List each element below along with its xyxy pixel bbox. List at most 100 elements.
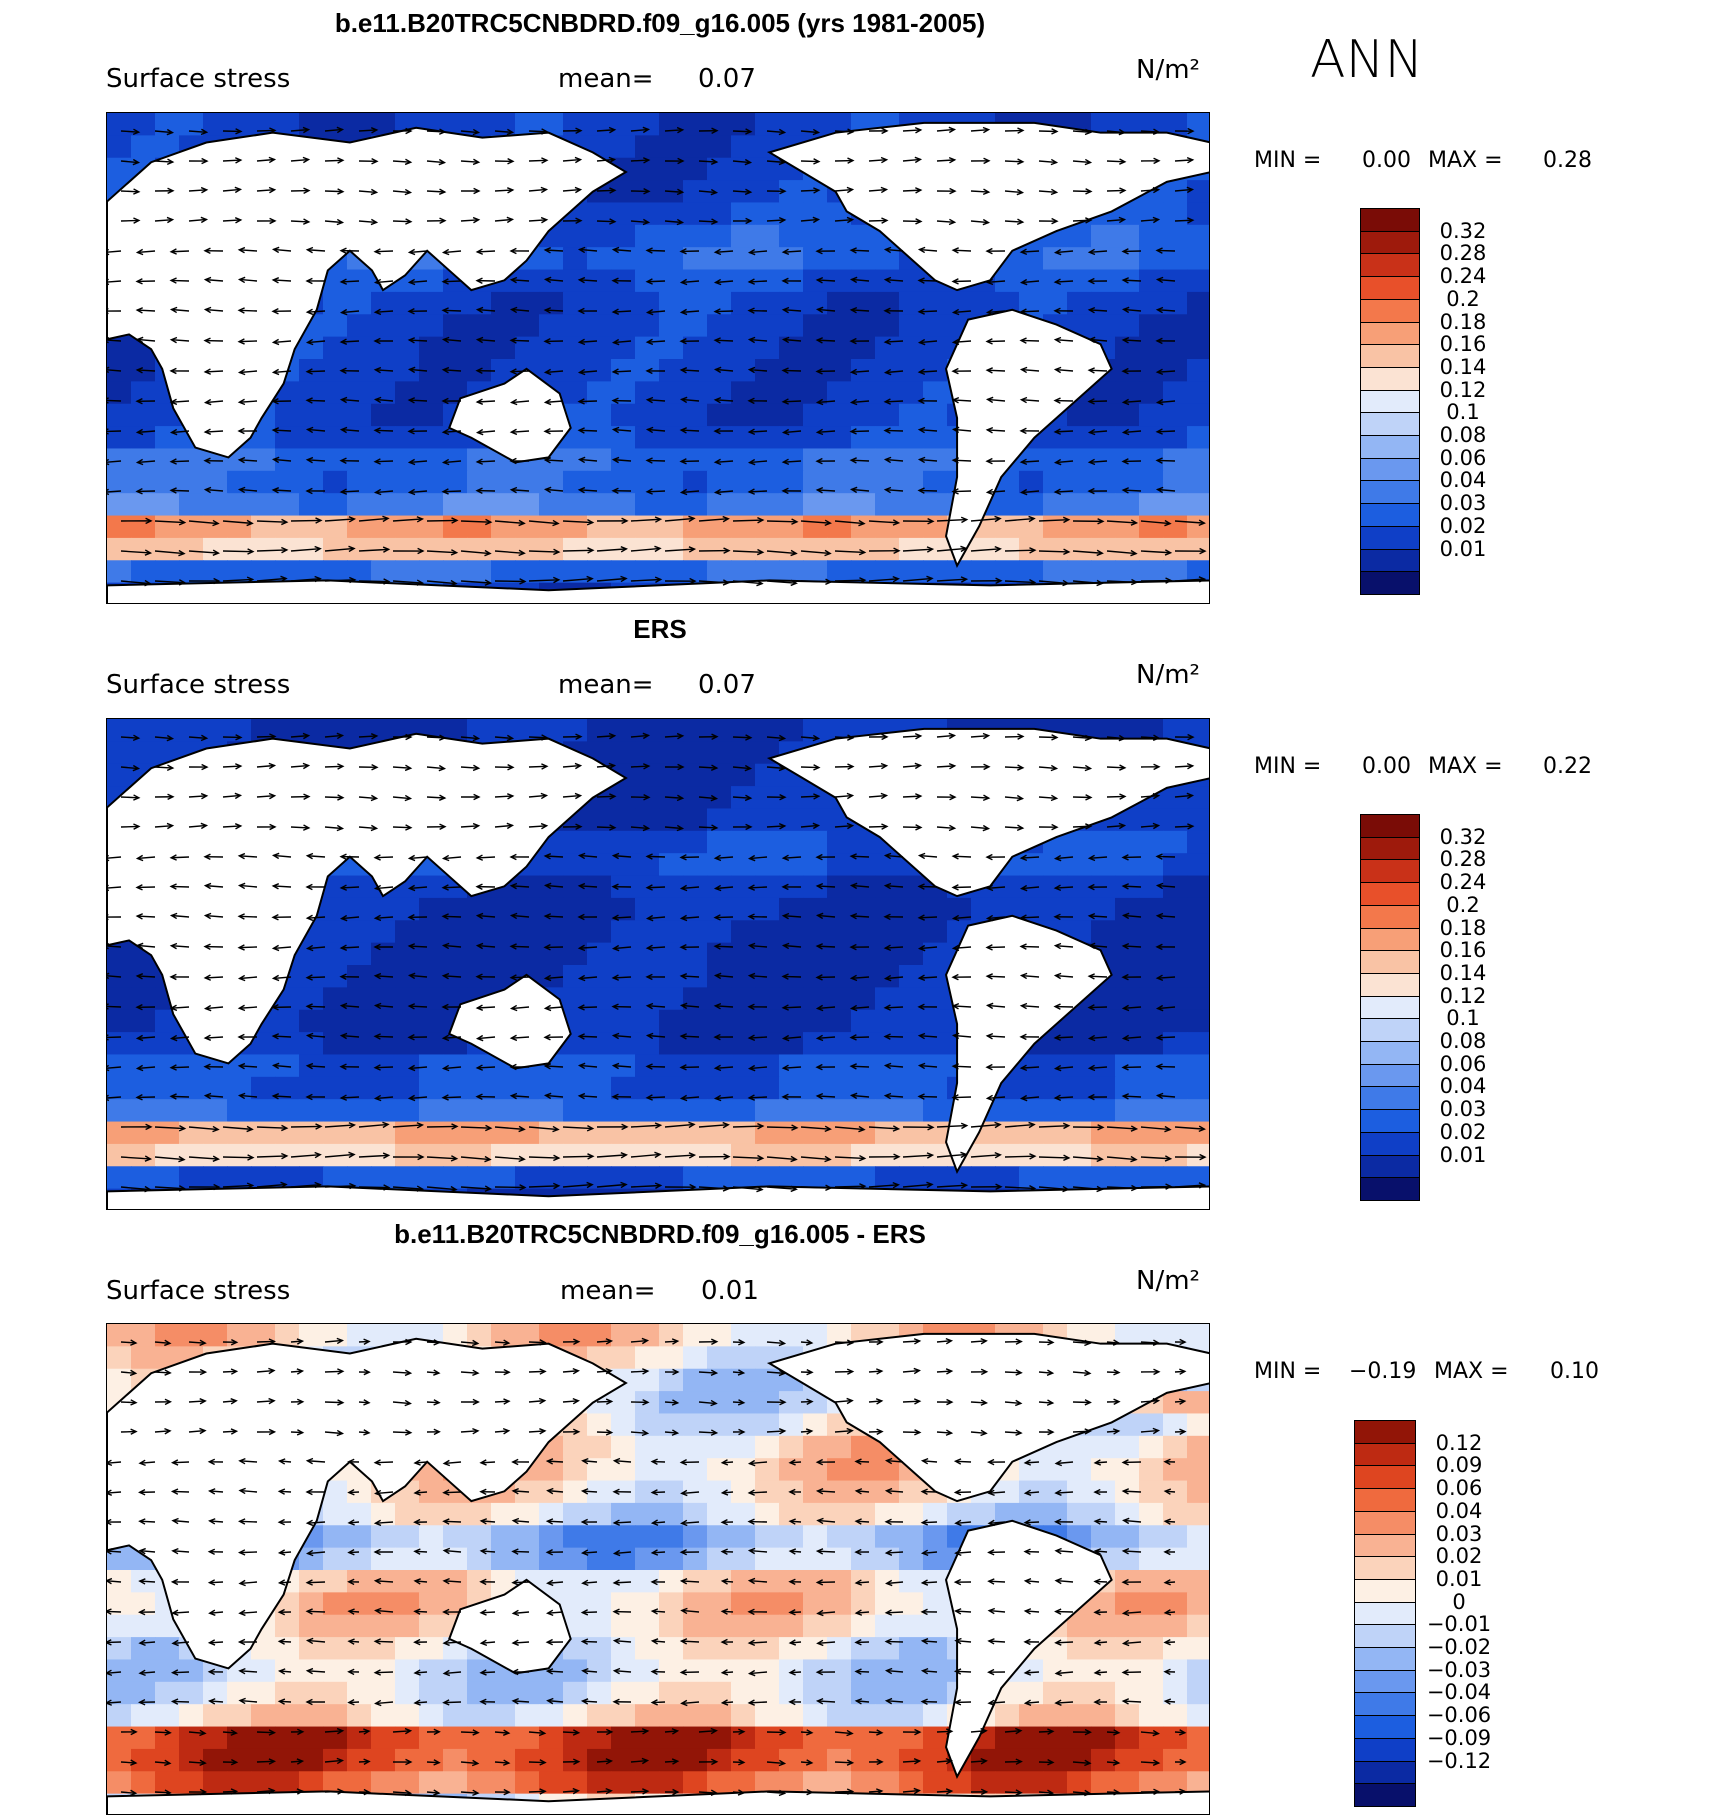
vector-arrowhead xyxy=(506,822,515,830)
field-cell xyxy=(587,1121,612,1145)
vector-arrowhead xyxy=(441,336,450,344)
field-cell xyxy=(731,515,756,539)
vector-arrow xyxy=(426,766,445,770)
vector-arrowhead xyxy=(642,824,651,832)
vector-arrow xyxy=(596,764,615,768)
vector-arrowhead xyxy=(883,338,892,346)
field-cell xyxy=(779,113,804,136)
vector-arrowhead xyxy=(541,128,549,135)
vector-arrowhead xyxy=(407,458,416,466)
field-cell xyxy=(683,1458,708,1482)
vector-arrowhead xyxy=(994,1121,1002,1129)
vector-arrow xyxy=(528,159,547,162)
vector-arrowhead xyxy=(201,763,209,771)
vector-arrowhead xyxy=(880,156,889,164)
vector-arrow xyxy=(1072,219,1091,222)
field-cell xyxy=(347,1121,372,1145)
field-cell xyxy=(491,965,516,988)
field-cell xyxy=(179,515,204,539)
field-cell xyxy=(371,1614,396,1638)
vector-arrow xyxy=(1123,279,1142,282)
vector-arrow xyxy=(1089,309,1108,312)
field-cell xyxy=(1187,1054,1209,1078)
vector-arrowhead xyxy=(1053,942,1062,950)
vector-arrowhead xyxy=(951,396,960,404)
vector-arrowhead xyxy=(611,338,620,346)
vector-arrowhead xyxy=(305,397,313,404)
field-cell xyxy=(1019,1659,1044,1683)
field-cell xyxy=(179,1659,204,1683)
field-cell xyxy=(131,741,156,765)
colorbar-cell xyxy=(1360,972,1420,997)
vector-arrowhead xyxy=(1019,366,1028,374)
field-cell xyxy=(899,515,924,539)
field-cell xyxy=(1139,381,1164,405)
vector-arrowhead xyxy=(438,188,447,195)
field-cell xyxy=(1091,719,1116,742)
field-cell xyxy=(827,1502,852,1526)
field-cell xyxy=(1163,1121,1188,1145)
vector-arrowhead xyxy=(541,734,549,741)
vector-arrowhead xyxy=(574,792,583,800)
field-cell xyxy=(227,560,252,584)
vector-arrowhead xyxy=(509,943,517,950)
field-cell xyxy=(683,1547,708,1571)
vector-arrowhead xyxy=(747,336,756,344)
vector-arrowhead xyxy=(509,912,518,920)
field-cell xyxy=(1091,1681,1116,1705)
vector-arrow xyxy=(851,430,870,433)
vector-arrowhead xyxy=(745,823,753,831)
vector-arrowhead xyxy=(271,1093,280,1100)
vector-arrow xyxy=(681,886,700,890)
panel-3-variable: Surface stress xyxy=(106,1276,291,1306)
vector-arrowhead xyxy=(373,972,382,980)
vector-arrow xyxy=(307,976,326,979)
vector-arrow xyxy=(783,1006,802,1009)
field-cell xyxy=(587,1480,612,1504)
vector-arrow xyxy=(868,825,887,828)
field-cell xyxy=(443,897,468,921)
field-cell xyxy=(1067,224,1092,248)
field-cell xyxy=(923,1099,948,1123)
field-cell xyxy=(851,359,876,382)
vector-arrowhead xyxy=(883,1092,892,1100)
field-cell xyxy=(179,1054,204,1078)
vector-arrow xyxy=(1106,130,1125,134)
field-cell xyxy=(995,537,1020,561)
vector-arrow xyxy=(885,1035,904,1038)
vector-arrow xyxy=(630,578,661,582)
field-cell xyxy=(635,1346,660,1370)
vector-arrowhead xyxy=(781,428,790,436)
vector-arrowhead xyxy=(621,1123,629,1131)
vector-arrow xyxy=(307,399,326,402)
vector-arrowhead xyxy=(645,247,653,254)
field-cell xyxy=(587,1032,612,1056)
vector-arrow xyxy=(222,219,241,222)
vector-arrow xyxy=(443,856,462,860)
vector-arrowhead xyxy=(586,1181,594,1189)
vector-arrow xyxy=(766,130,785,134)
vector-arrowhead xyxy=(1019,337,1027,344)
field-cell xyxy=(563,1704,588,1728)
field-cell xyxy=(803,1391,828,1415)
vector-arrow xyxy=(800,520,831,524)
vector-arrowhead xyxy=(1019,278,1028,286)
field-cell xyxy=(563,515,588,539)
field-cell xyxy=(1019,1054,1044,1078)
vector-arrow xyxy=(375,490,394,494)
field-cell xyxy=(611,1099,636,1123)
vector-arrow xyxy=(1021,368,1040,372)
vector-arrowhead xyxy=(1053,972,1062,980)
vector-arrowhead xyxy=(441,366,450,374)
field-cell xyxy=(323,1547,348,1571)
vector-arrowhead xyxy=(200,822,209,830)
vector-arrowhead xyxy=(815,1034,824,1042)
vector-arrow xyxy=(375,1035,394,1038)
vector-arrow xyxy=(783,856,802,859)
vector-arrowhead xyxy=(107,488,110,496)
field-cell xyxy=(755,1502,780,1526)
field-cell xyxy=(323,1570,348,1593)
vector-arrow xyxy=(222,159,241,162)
field-cell xyxy=(251,1032,276,1056)
field-cell xyxy=(851,1637,876,1661)
